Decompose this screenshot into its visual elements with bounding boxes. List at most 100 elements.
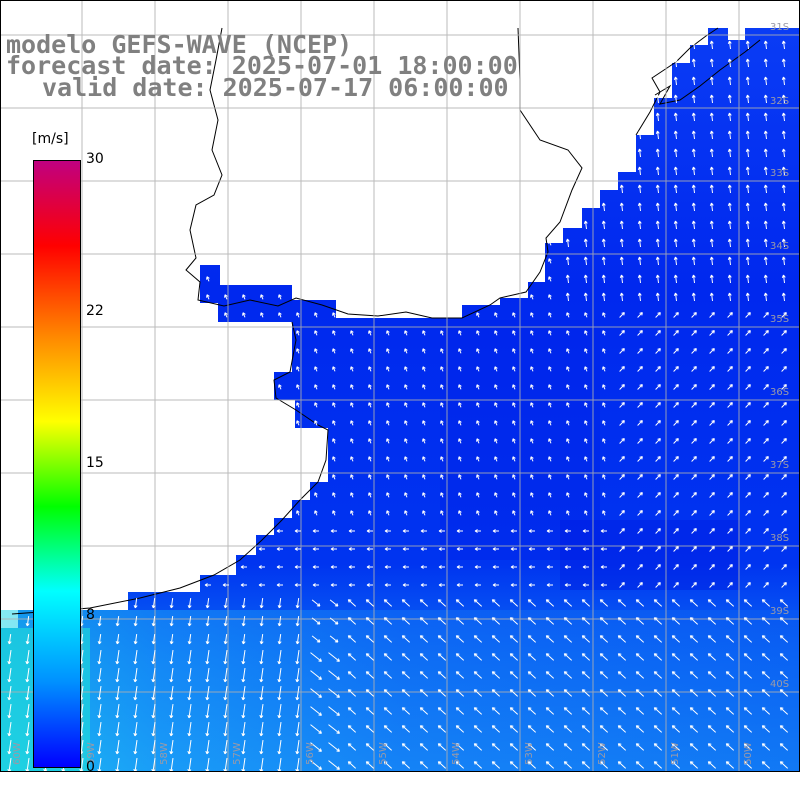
wind-arrow (637, 312, 643, 318)
wind-arrow (709, 184, 714, 194)
wind-arrow (655, 330, 661, 336)
wind-arrow (763, 546, 769, 552)
wind-arrow (619, 528, 625, 534)
wind-arrow (510, 565, 517, 569)
wind-arrow (458, 474, 462, 480)
wind-arrow (494, 330, 498, 336)
wind-arrow (151, 722, 156, 737)
wind-arrow (655, 384, 661, 390)
wind-arrow (530, 294, 534, 300)
wind-arrow (510, 529, 517, 533)
wind-arrow (404, 330, 408, 336)
wind-arrow (599, 725, 609, 733)
wind-arrow (494, 402, 498, 408)
wind-arrow (240, 583, 247, 587)
wind-arrow (745, 94, 750, 104)
wind-arrow (241, 722, 246, 737)
wind-arrow (727, 184, 732, 194)
wind-arrow (745, 76, 750, 86)
wind-arrow (584, 312, 588, 318)
wind-arrow (312, 547, 319, 551)
wind-arrow (440, 420, 444, 426)
wind-arrow (671, 635, 681, 643)
wind-arrow (563, 725, 573, 733)
wind-arrow (368, 384, 372, 390)
wind-arrow (365, 707, 375, 715)
wind-arrow (224, 294, 228, 300)
wind-arrow (294, 529, 301, 533)
wind-arrow (781, 40, 786, 50)
wind-arrow (276, 565, 283, 569)
wind-arrow (383, 707, 393, 715)
wind-arrow (187, 704, 192, 719)
wind-arrow (223, 634, 228, 645)
wind-arrow (637, 582, 643, 588)
wind-arrow (763, 474, 769, 480)
wind-arrow (727, 438, 733, 444)
wind-arrow (763, 292, 768, 302)
wind-arrow (727, 384, 733, 390)
wind-arrow (223, 704, 228, 719)
wind-arrow (205, 634, 210, 645)
wind-arrow (763, 312, 769, 318)
wind-arrow (689, 743, 699, 751)
wind-arrow (512, 384, 516, 390)
wind-arrow (673, 438, 679, 444)
wind-arrow (386, 384, 390, 390)
wind-arrow (745, 166, 750, 176)
wind-arrow (655, 148, 660, 158)
wind-arrow (527, 707, 537, 715)
wind-arrow (781, 220, 786, 230)
wind-arrow (530, 384, 534, 390)
wind-arrow (673, 256, 678, 266)
wind-arrow (548, 258, 552, 264)
wind-arrow (727, 474, 733, 480)
wind-arrow (332, 456, 336, 462)
wind-arrow (332, 420, 336, 426)
wind-arrow (743, 653, 753, 661)
wind-arrow (97, 704, 102, 719)
wind-arrow (295, 668, 300, 683)
wind-arrow (347, 761, 357, 769)
wind-arrow (727, 58, 732, 68)
wind-arrow (224, 312, 228, 318)
wind-arrow (296, 384, 300, 390)
wind-arrow (223, 722, 228, 737)
wind-arrow (512, 492, 516, 498)
wind-arrow (494, 438, 498, 444)
wind-arrow (545, 725, 555, 733)
wind-arrow (635, 689, 645, 697)
wind-arrow (584, 438, 588, 444)
wind-arrow (564, 547, 571, 551)
wind-arrow (296, 348, 300, 354)
wind-arrow (422, 330, 426, 336)
wind-arrow (310, 706, 322, 716)
wind-arrow (295, 598, 300, 609)
wind-arrow (437, 707, 447, 715)
wind-arrow (601, 256, 606, 266)
wind-arrow (169, 668, 174, 683)
wind-arrow (781, 474, 787, 480)
wind-arrow (366, 565, 373, 569)
wind-arrow (743, 635, 753, 643)
wind-arrow (545, 635, 555, 643)
wind-arrow (383, 671, 393, 679)
wind-arrow (350, 456, 354, 462)
wind-arrow (187, 740, 192, 755)
wind-arrow (419, 599, 429, 607)
wind-arrow (420, 547, 427, 551)
wind-arrow (709, 474, 715, 480)
wind-arrow (476, 492, 480, 498)
wind-arrow (332, 438, 336, 444)
wind-arrow (422, 492, 426, 498)
wind-arrow (476, 348, 480, 354)
wind-arrow (581, 671, 591, 679)
wind-arrow (637, 274, 642, 284)
wind-arrow (133, 598, 138, 609)
wind-arrow (347, 653, 357, 661)
wind-arrow (476, 438, 480, 444)
wind-arrow (350, 366, 354, 372)
wind-arrow (474, 565, 481, 569)
wind-arrow (779, 599, 789, 607)
